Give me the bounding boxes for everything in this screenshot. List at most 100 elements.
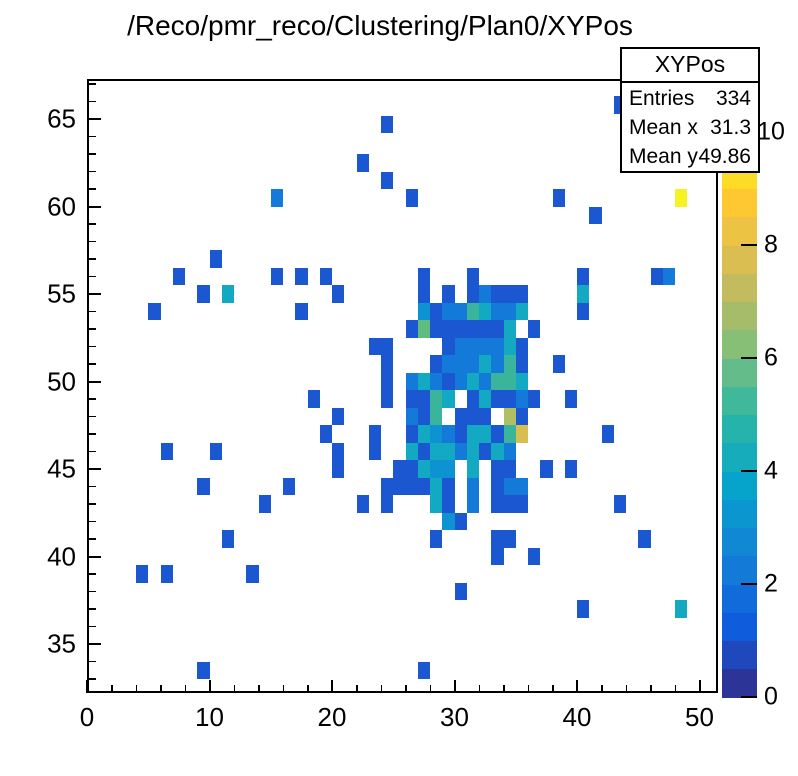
heatmap-cell (405, 372, 418, 391)
y-axis-minor-tick (87, 608, 96, 610)
heatmap-cell (405, 320, 418, 338)
heatmap-cell (479, 302, 492, 321)
x-axis-minor-tick (160, 685, 162, 693)
heatmap-cell (381, 477, 394, 496)
heatmap-cell (417, 407, 430, 426)
heatmap-cell (515, 425, 528, 443)
heatmap-cell (479, 372, 492, 391)
y-axis-tick-label: 40 (47, 541, 76, 571)
y-axis-minor-tick (87, 223, 96, 225)
x-axis-tick-label: 20 (317, 702, 347, 732)
heatmap-cell (246, 565, 259, 583)
heatmap-cell (454, 320, 467, 338)
x-axis-major-tick (453, 680, 456, 693)
heatmap-cell (417, 425, 430, 443)
x-axis-major-tick (331, 680, 333, 693)
heatmap-cell (405, 477, 418, 496)
heatmap-cell (209, 250, 222, 268)
y-axis-minor-tick (87, 450, 96, 453)
stats-entries-value: 334 (715, 87, 751, 110)
heatmap-cell (515, 355, 528, 373)
x-axis-minor-tick (233, 685, 235, 693)
y-axis-major-tick (87, 118, 101, 120)
heatmap-cell (442, 372, 455, 391)
y-axis-tick-label: 35 (47, 628, 76, 659)
heatmap-cell (454, 582, 467, 601)
heatmap-cell (442, 390, 455, 408)
y-axis-minor-tick (87, 520, 96, 523)
heatmap-cell (136, 565, 149, 583)
palette-band (722, 273, 757, 302)
heatmap-cell (430, 477, 443, 496)
palette-tick (741, 244, 757, 246)
heatmap-cell (515, 302, 528, 321)
heatmap-cell (430, 302, 443, 321)
heatmap-cell (454, 337, 467, 356)
heatmap-cell (454, 372, 467, 391)
heatmap-cell (430, 495, 443, 513)
heatmap-cell (552, 189, 565, 207)
y-axis-major-tick (87, 380, 101, 383)
heatmap-cell (430, 320, 443, 338)
heatmap-cell (319, 425, 332, 443)
heatmap-cell (430, 530, 443, 548)
heatmap-cell (491, 425, 504, 443)
heatmap-cell (491, 285, 504, 303)
heatmap-cell (442, 477, 455, 496)
heatmap-cell (417, 477, 430, 496)
palette-tick-label: 6 (764, 343, 778, 372)
heatmap-cell (417, 442, 430, 461)
heatmap-cell (577, 267, 590, 286)
heatmap-cell (197, 477, 210, 496)
stats-meanx-value: 31.3 (710, 116, 751, 139)
heatmap-cell (491, 477, 504, 496)
x-axis-major-tick (86, 680, 88, 693)
heatmap-cell (319, 267, 332, 286)
x-axis-major-tick (576, 680, 578, 693)
y-axis-minor-tick (87, 240, 96, 243)
heatmap-cell (638, 530, 651, 548)
y-axis-major-tick (87, 468, 101, 470)
y-axis-minor-tick (87, 678, 96, 680)
x-axis-tick-label: 40 (562, 702, 592, 732)
y-axis-minor-tick (87, 433, 96, 435)
y-axis-minor-tick (87, 345, 96, 348)
heatmap-cell (466, 407, 479, 426)
x-axis-minor-tick (601, 685, 603, 693)
x-axis-minor-tick (111, 685, 113, 693)
heatmap-cell (479, 285, 492, 303)
heatmap-cell (466, 372, 479, 391)
heatmap-cell (393, 460, 406, 478)
palette-band (722, 527, 757, 557)
palette-band (722, 216, 757, 246)
heatmap-cell (454, 355, 467, 373)
x-axis-minor-tick (527, 685, 529, 693)
heatmap-cell (442, 442, 455, 461)
heatmap-cell (417, 302, 430, 321)
x-axis-tick-label: 0 (79, 702, 95, 732)
y-axis-minor-tick (87, 538, 96, 540)
y-axis-major-tick (87, 555, 101, 558)
y-axis-minor-tick (87, 415, 96, 418)
x-axis-minor-tick (478, 685, 480, 693)
heatmap-cell (675, 600, 688, 618)
x-axis-minor-tick (650, 685, 652, 693)
heatmap-cell (356, 154, 369, 172)
heatmap-cell (148, 302, 161, 321)
stats-meany-value: 49.86 (698, 145, 751, 168)
heatmap-cell (601, 425, 614, 443)
heatmap-cell (491, 355, 504, 373)
stats-meany-label: Mean y (629, 145, 698, 168)
heatmap-cell (466, 390, 479, 408)
heatmap-cell (430, 425, 443, 443)
heatmap-cell (430, 407, 443, 426)
heatmap-cell (503, 530, 516, 548)
palette-tick-label: 8 (764, 230, 778, 259)
heatmap-cell (405, 460, 418, 478)
heatmap-cell (172, 267, 185, 286)
heatmap-cell (503, 337, 516, 356)
stats-entries-label: Entries (629, 87, 695, 110)
heatmap-cell (515, 407, 528, 426)
heatmap-cell (503, 285, 516, 303)
heatmap-cell (466, 267, 479, 286)
